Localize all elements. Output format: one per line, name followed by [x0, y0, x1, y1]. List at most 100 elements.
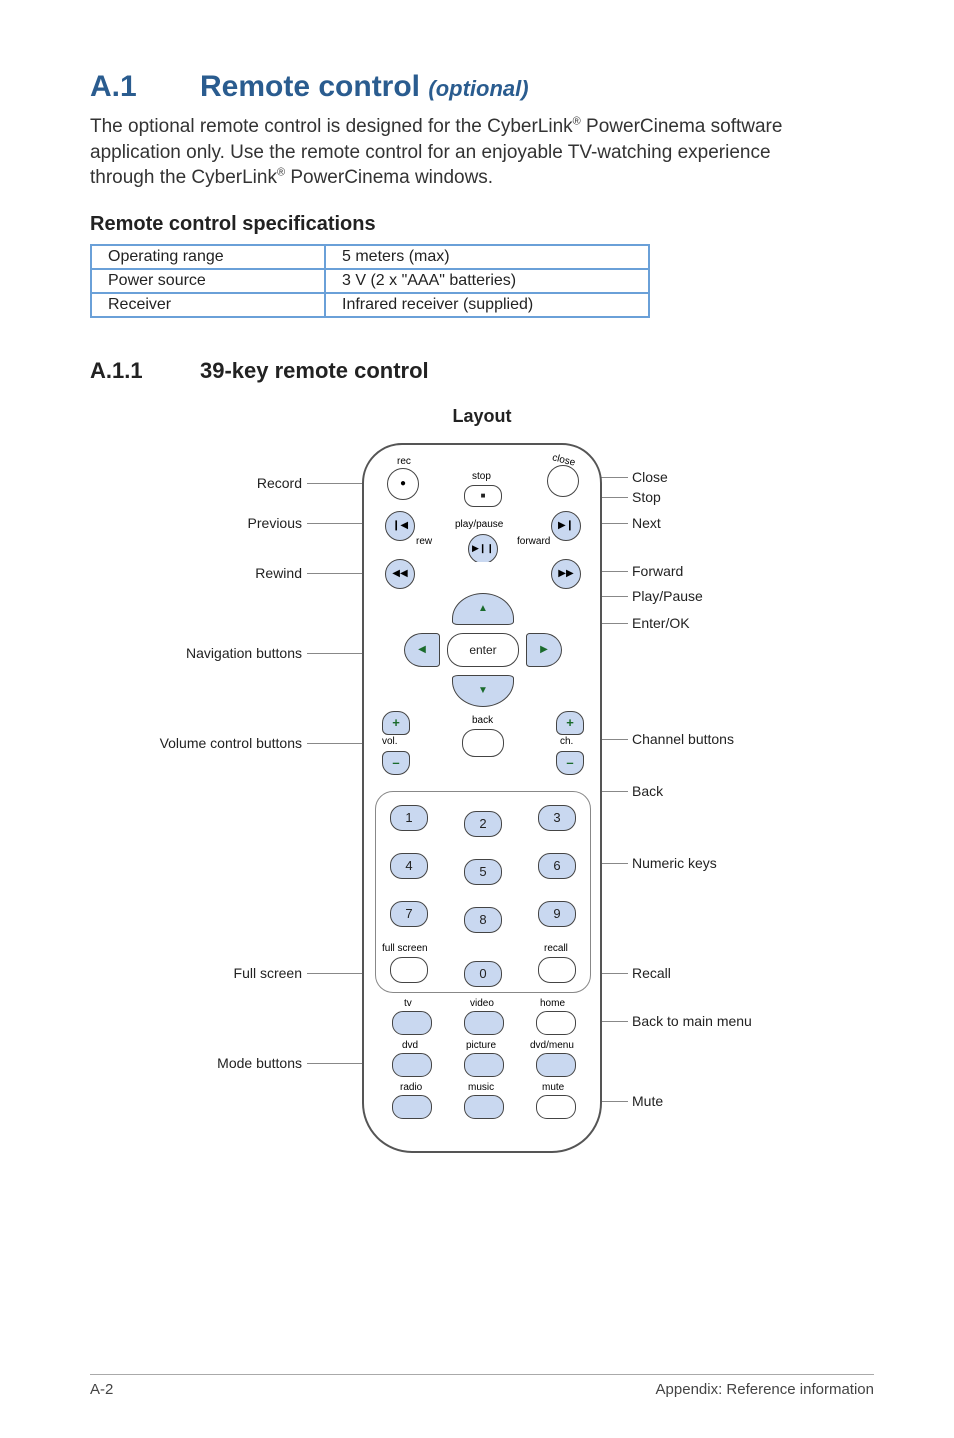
btn-num-6[interactable]: 6	[538, 853, 576, 879]
btn-nav-left[interactable]: ◀	[404, 633, 440, 667]
btn-mode-music[interactable]	[464, 1095, 504, 1119]
intro-text: PowerCinema windows.	[285, 167, 493, 188]
label-close: Close	[632, 469, 668, 485]
btn-record[interactable]: ●	[387, 468, 419, 500]
btn-num-1[interactable]: 1	[390, 805, 428, 831]
btn-mode-picture[interactable]	[464, 1053, 504, 1077]
btn-vol-up[interactable]: +	[382, 711, 410, 735]
btn-forward[interactable]: ▶▶	[551, 559, 581, 589]
table-cell: Infrared receiver (supplied)	[325, 293, 649, 317]
btn-recall[interactable]	[538, 957, 576, 983]
btn-stop[interactable]: ■	[464, 485, 502, 507]
layout-title: Layout	[90, 406, 874, 427]
dot-icon: ●	[400, 478, 406, 489]
intro-text: through the CyberLink	[90, 167, 277, 188]
table-row: ReceiverInfrared receiver (supplied)	[91, 293, 649, 317]
btn-fullscreen[interactable]	[390, 957, 428, 983]
label-rewind: Rewind	[172, 565, 302, 581]
text-mute: mute	[542, 1082, 564, 1093]
btn-num-9[interactable]: 9	[538, 901, 576, 927]
btn-enter[interactable]: enter	[447, 633, 519, 667]
btn-ch-down[interactable]: –	[556, 751, 584, 775]
btn-playpause[interactable]: ▶❙❙	[468, 534, 498, 564]
label-playpause: Play/Pause	[632, 588, 703, 604]
btn-num-2[interactable]: 2	[464, 811, 502, 837]
label-next: Next	[632, 515, 661, 531]
reg-mark: ®	[277, 167, 285, 179]
label-stop: Stop	[632, 489, 661, 505]
text-dvdmenu: dvd/menu	[530, 1040, 574, 1051]
intro-text: application only. Use the remote control…	[90, 142, 771, 163]
label-mute: Mute	[632, 1093, 663, 1109]
table-cell: Power source	[91, 269, 325, 293]
text-video: video	[470, 998, 494, 1009]
btn-num-3[interactable]: 3	[538, 805, 576, 831]
btn-mode-tv[interactable]	[392, 1011, 432, 1035]
intro-text: PowerCinema software	[581, 116, 783, 137]
table-row: Operating range5 meters (max)	[91, 245, 649, 269]
subsection-title: 39-key remote control	[200, 358, 429, 383]
text-forward: forward	[517, 536, 550, 547]
text-tv: tv	[404, 998, 412, 1009]
btn-back[interactable]	[462, 729, 504, 757]
subsection-heading: A.1.139-key remote control	[90, 358, 874, 384]
btn-rewind[interactable]: ◀◀	[385, 559, 415, 589]
section-number: A.1	[90, 70, 200, 104]
section-title: Remote control	[200, 70, 420, 103]
btn-nav-right[interactable]: ▶	[526, 633, 562, 667]
label-mode: Mode buttons	[172, 1055, 302, 1071]
label-numeric: Numeric keys	[632, 855, 717, 871]
footer-page: A-2	[90, 1381, 113, 1398]
footer-section: Appendix: Reference information	[656, 1381, 874, 1398]
section-qualifier: (optional)	[428, 76, 528, 101]
btn-num-7[interactable]: 7	[390, 901, 428, 927]
btn-num-4[interactable]: 4	[390, 853, 428, 879]
btn-vol-down[interactable]: –	[382, 751, 410, 775]
text-back: back	[472, 715, 493, 726]
btn-num-8[interactable]: 8	[464, 907, 502, 933]
label-previous: Previous	[172, 515, 302, 531]
btn-num-5[interactable]: 5	[464, 859, 502, 885]
spec-heading: Remote control specifications	[90, 213, 874, 236]
table-cell: 3 V (2 x "AAA" batteries)	[325, 269, 649, 293]
text-playpause: play/pause	[455, 519, 503, 530]
text-home: home	[540, 998, 565, 1009]
text-vol: vol.	[382, 736, 398, 747]
spec-table: Operating range5 meters (max) Power sour…	[90, 244, 650, 318]
label-fullscreen: Full screen	[172, 965, 302, 981]
btn-mute[interactable]	[536, 1095, 576, 1119]
subsection-number: A.1.1	[90, 358, 200, 384]
text-fullscreen: full screen	[382, 943, 428, 954]
transport-bar2	[417, 562, 547, 584]
text-rew: rew	[416, 536, 432, 547]
text-rec: rec	[397, 456, 411, 467]
btn-previous[interactable]: ❙◀	[385, 511, 415, 541]
text-recall: recall	[544, 943, 568, 954]
btn-num-0[interactable]: 0	[464, 961, 502, 987]
page-footer: A-2 Appendix: Reference information	[90, 1374, 874, 1398]
label-channel: Channel buttons	[632, 731, 734, 747]
remote-diagram: Record Previous Rewind Navigation button…	[172, 433, 792, 1173]
label-forward: Forward	[632, 563, 683, 579]
intro-paragraph: The optional remote control is designed …	[90, 114, 874, 191]
table-cell: Operating range	[91, 245, 325, 269]
table-row: Power source3 V (2 x "AAA" batteries)	[91, 269, 649, 293]
label-nav: Navigation buttons	[152, 645, 302, 661]
text-picture: picture	[466, 1040, 496, 1051]
btn-close[interactable]	[547, 465, 579, 497]
btn-mode-dvd[interactable]	[392, 1053, 432, 1077]
section-heading: A.1Remote control (optional)	[90, 70, 874, 104]
btn-mode-radio[interactable]	[392, 1095, 432, 1119]
btn-next[interactable]: ▶❙	[551, 511, 581, 541]
table-cell: Receiver	[91, 293, 325, 317]
btn-dvdmenu[interactable]	[536, 1053, 576, 1077]
btn-ch-up[interactable]: +	[556, 711, 584, 735]
reg-mark: ®	[573, 116, 581, 128]
text-stop: stop	[472, 471, 491, 482]
btn-home[interactable]	[536, 1011, 576, 1035]
label-recall: Recall	[632, 965, 671, 981]
btn-mode-video[interactable]	[464, 1011, 504, 1035]
text-dvd: dvd	[402, 1040, 418, 1051]
label-home: Back to main menu	[632, 1013, 752, 1029]
label-enter: Enter/OK	[632, 615, 690, 631]
